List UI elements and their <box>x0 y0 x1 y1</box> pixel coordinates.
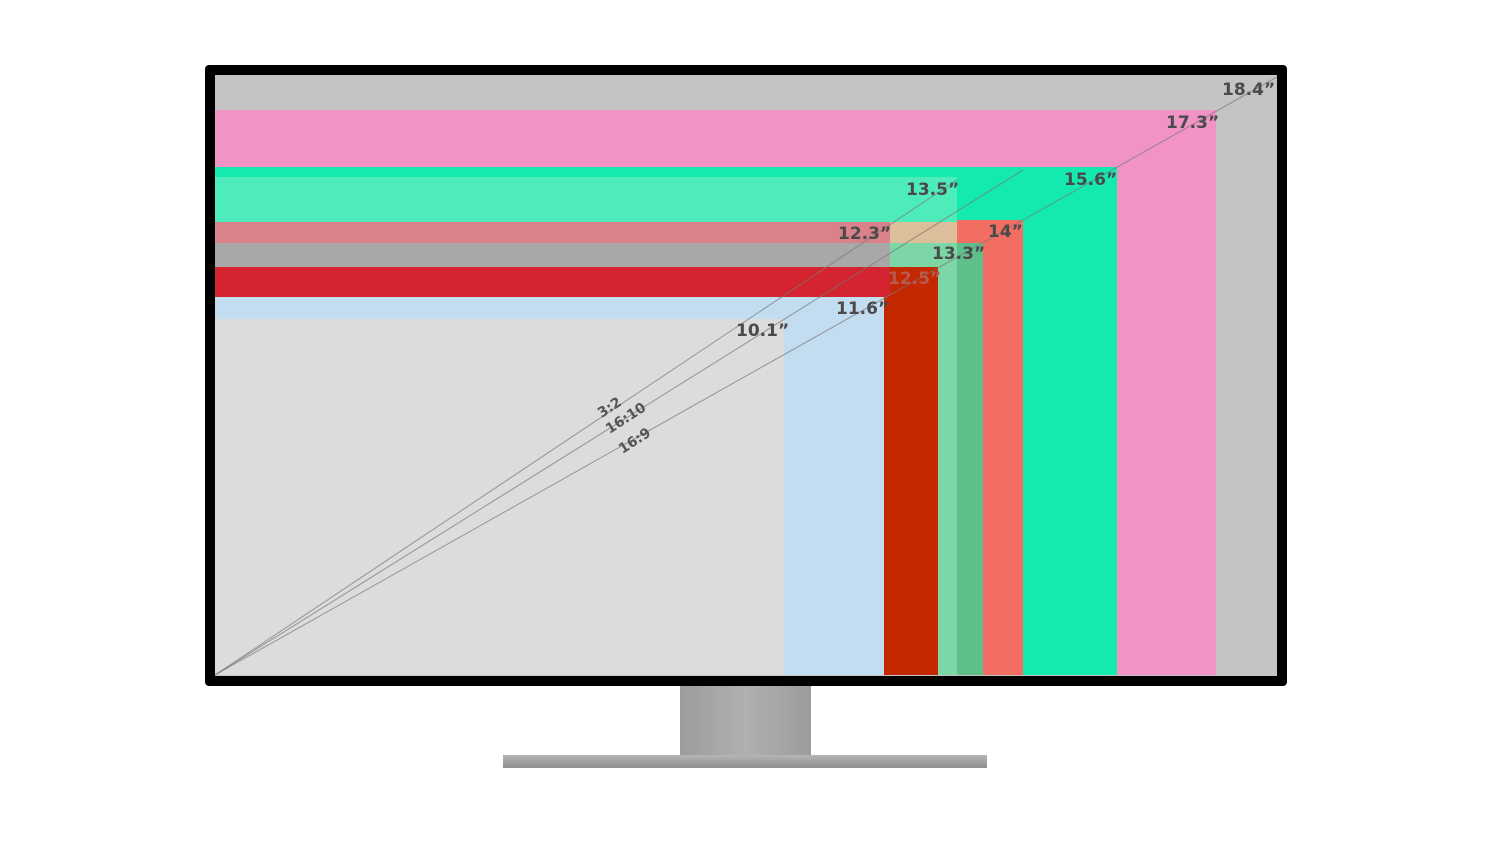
overlap-region <box>890 243 938 267</box>
monitor-stand-neck <box>680 686 811 757</box>
diagonal-16-9 <box>214 76 1278 676</box>
overlap-region <box>884 297 890 675</box>
size-label: 17.3” <box>1166 113 1220 133</box>
diagonal-3-2 <box>214 179 958 676</box>
overlap-region <box>938 243 957 675</box>
size-label: 12.3” <box>838 224 892 244</box>
size-label: 13.3” <box>932 244 986 264</box>
size-label: 14” <box>988 222 1023 242</box>
diagonal-16-10 <box>214 169 1024 676</box>
size-label: 15.6” <box>1064 170 1118 190</box>
monitor-stand-base <box>503 755 987 768</box>
overlap-region <box>215 243 890 267</box>
size-label: 18.4” <box>1222 80 1276 100</box>
size-label: 12.5” <box>888 269 942 289</box>
overlap-region <box>890 267 938 675</box>
size-label: 10.1” <box>736 321 790 341</box>
size-label: 11.6” <box>836 299 890 319</box>
size-label: 13.5” <box>906 180 960 200</box>
